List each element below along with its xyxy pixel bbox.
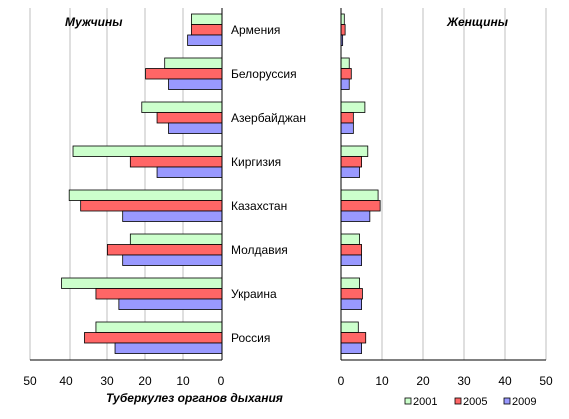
category-label: Киргизия [231,155,281,169]
category-label: Россия [231,331,270,345]
category-label: Армения [231,23,280,37]
bar-men-2005 [145,68,223,80]
bar-men-2005 [156,112,223,124]
bar-men-2005 [129,156,223,168]
bar-women-2001 [340,277,360,289]
panel-title-women: Женщины [446,15,509,29]
legend-label-2005: 2005 [463,396,487,408]
bar-women-2005 [340,68,352,80]
bar-men-2009 [118,298,223,310]
bar-women-2005 [340,112,354,124]
bar-men-2009 [156,166,223,178]
bar-men-2001 [164,57,223,69]
bar-women-2009 [340,254,363,266]
x-tick-label: 30 [100,374,114,388]
bar-men-2009 [168,78,223,90]
legend: 2001 2005 2009 [404,396,536,408]
bar-women-2009 [340,342,363,354]
bar-men-2005 [80,200,223,212]
bar-women-2009 [340,78,350,90]
labels: 50 40 30 20 10 0 Мужчины 0 10 20 30 40 50 Женщины Арме… [23,15,553,405]
bar-men-2009 [168,122,223,134]
x-tick-label: 50 [539,374,553,388]
category-label: Белоруссия [231,67,297,81]
bar-men-2009 [122,210,223,222]
x-tick-label: 30 [457,374,471,388]
legend-swatch-2005 [454,397,462,405]
bar-men-2009 [187,34,223,46]
bar-men-2005 [107,244,223,256]
bar-men-2001 [72,145,223,157]
bar-women-2001 [340,145,369,157]
bar-women-2001 [340,101,366,113]
bar-men-2001 [129,233,223,245]
bar-men-2009 [114,342,223,354]
x-tick-label: 40 [59,374,73,388]
x-axis-title: Туберкулез органов дыхания [106,391,283,405]
legend-swatch-2001 [404,397,412,405]
bar-men-2001 [68,189,223,201]
legend-label-2001: 2001 [413,396,437,408]
x-tick-label: 10 [375,374,389,388]
axes [30,8,546,361]
bar-women-2001 [340,233,360,245]
panel-title-men: Мужчины [65,15,123,29]
bar-women-2005 [340,156,363,168]
bar-women-2005 [340,200,381,212]
bar-men-2005 [84,332,223,344]
bar-women-2001 [340,57,350,69]
bar-women-2009 [340,298,363,310]
bar-women-2005 [340,332,367,344]
x-tick-label: 20 [138,374,152,388]
category-label: Азербайджан [231,111,306,125]
x-tick-label: 40 [498,374,512,388]
gridlines [29,8,547,360]
bar-women-2001 [340,321,359,333]
bar-men-2009 [122,254,223,266]
bars [61,13,381,354]
bar-women-2005 [340,288,363,300]
x-tick-label: 20 [416,374,430,388]
x-tick-label: 50 [23,374,37,388]
category-label: Украина [231,287,277,301]
bar-men-2001 [61,277,223,289]
bar-men-2005 [191,24,223,36]
x-tick-label: 10 [176,374,190,388]
category-label: Казахстан [231,199,287,213]
bar-men-2001 [191,13,223,25]
bar-women-2005 [340,244,363,256]
legend-swatch-2009 [503,397,511,405]
bar-men-2001 [95,321,223,333]
x-tick-label: 0 [338,374,345,388]
bar-men-2001 [141,101,223,113]
category-label: Молдавия [231,243,288,257]
bar-men-2005 [95,288,223,300]
bar-women-2009 [340,210,371,222]
bar-women-2005 [340,24,346,36]
x-tick-label: 0 [218,374,225,388]
bar-women-2001 [340,189,379,201]
bar-women-2009 [340,122,354,134]
legend-label-2009: 2009 [512,396,536,408]
bar-women-2009 [340,166,360,178]
